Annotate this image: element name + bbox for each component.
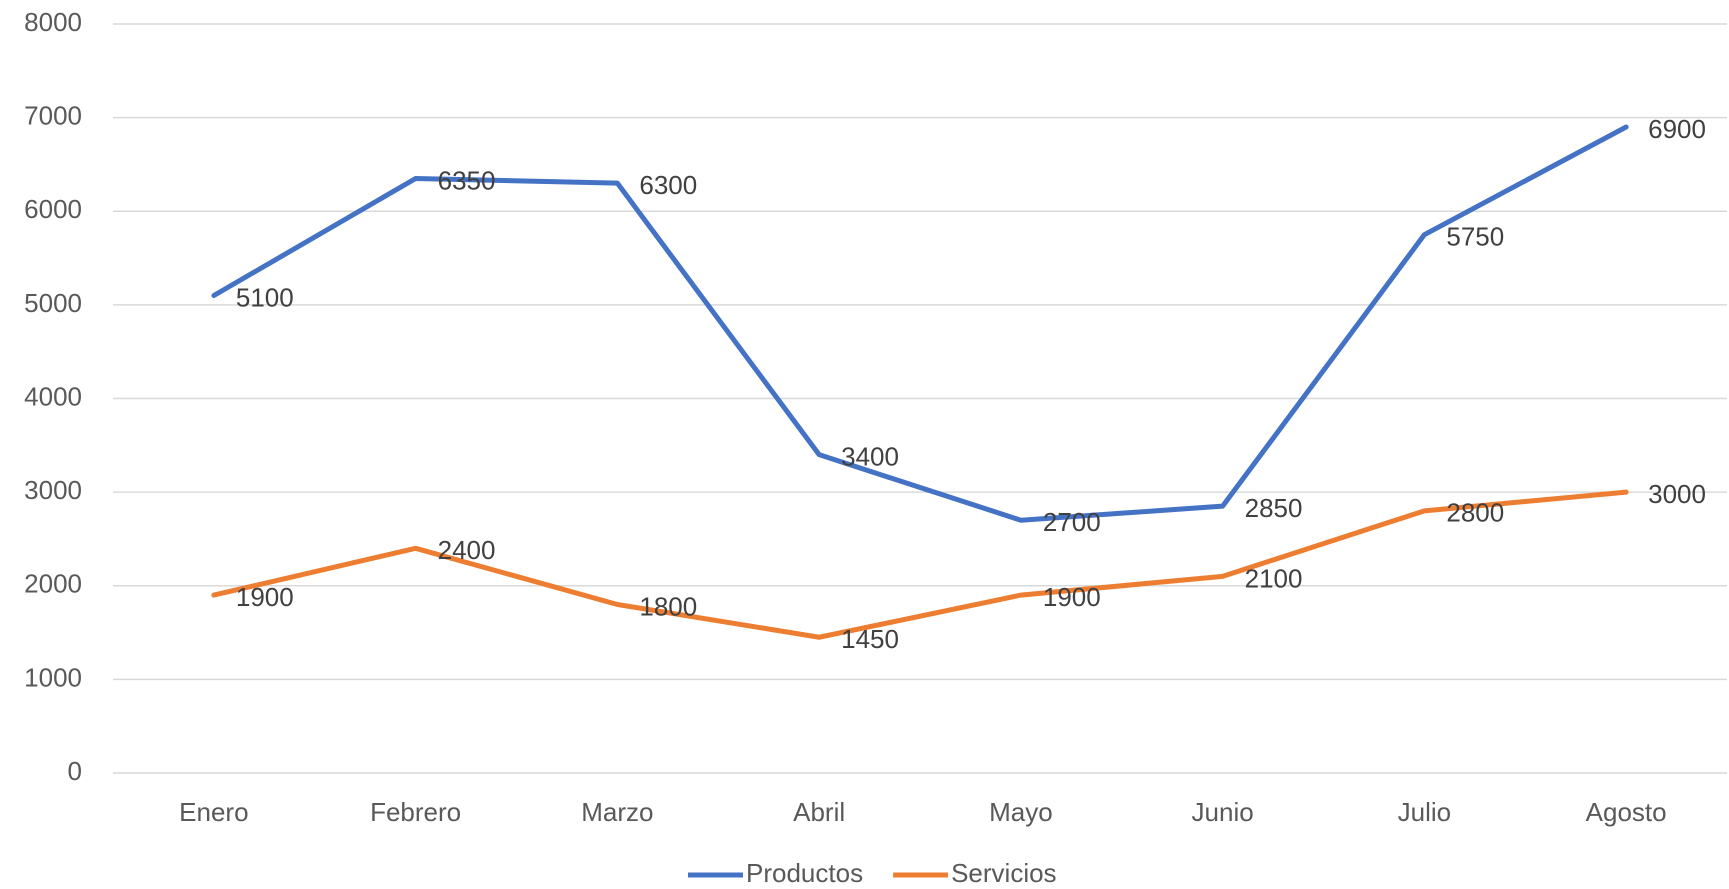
- x-tick-label: Febrero: [370, 797, 461, 827]
- y-tick-label: 0: [68, 756, 82, 786]
- y-tick-label: 2000: [24, 569, 82, 599]
- series-line: [211, 124, 1629, 523]
- data-label: 2700: [1043, 507, 1101, 537]
- legend-label: Servicios: [951, 858, 1056, 888]
- y-tick-label: 4000: [24, 381, 82, 411]
- data-label: 2100: [1245, 563, 1303, 593]
- data-label: 5100: [236, 282, 294, 312]
- y-tick-label: 7000: [24, 101, 82, 131]
- data-label: 1900: [1043, 582, 1101, 612]
- x-tick-label: Marzo: [581, 797, 653, 827]
- legend-label: Productos: [746, 858, 863, 888]
- data-label: 5750: [1446, 222, 1504, 252]
- data-label: 2850: [1245, 493, 1303, 523]
- data-label: 6350: [438, 165, 496, 195]
- data-label: 6300: [639, 170, 697, 200]
- x-tick-label: Agosto: [1586, 797, 1667, 827]
- data-label: 1450: [841, 624, 899, 654]
- x-tick-label: Abril: [793, 797, 845, 827]
- y-tick-label: 1000: [24, 662, 82, 692]
- data-label: 1900: [236, 582, 294, 612]
- data-label: 2800: [1446, 498, 1504, 528]
- y-tick-label: 5000: [24, 288, 82, 318]
- x-tick-label: Junio: [1192, 797, 1254, 827]
- x-tick-label: Mayo: [989, 797, 1053, 827]
- series-line: [211, 489, 1629, 640]
- data-label: 3400: [841, 442, 899, 472]
- y-tick-label: 3000: [24, 475, 82, 505]
- data-label: 3000: [1648, 479, 1706, 509]
- x-tick-label: Enero: [179, 797, 248, 827]
- x-tick-label: Julio: [1398, 797, 1451, 827]
- data-label: 2400: [438, 535, 496, 565]
- data-label: 1800: [639, 591, 697, 621]
- y-tick-label: 8000: [24, 7, 82, 37]
- y-tick-label: 6000: [24, 194, 82, 224]
- data-label: 6900: [1648, 114, 1706, 144]
